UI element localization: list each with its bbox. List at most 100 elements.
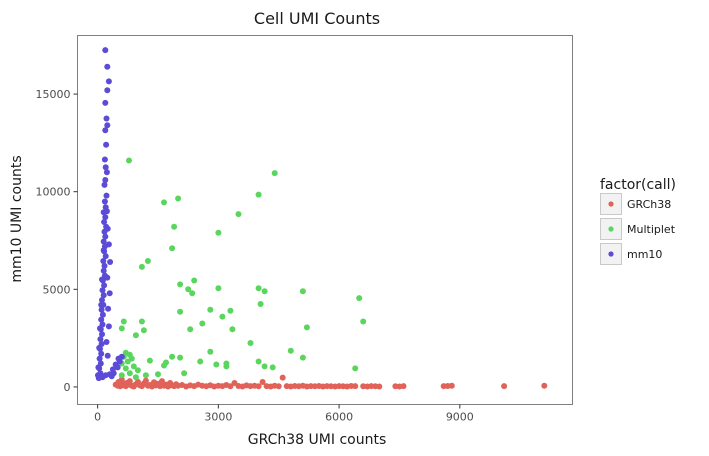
x-tick-label-0: 0 [94,411,101,424]
point-grch38-47 [227,383,234,390]
point-mm10-6 [104,122,111,129]
point-mm10-79 [108,373,115,380]
point-multiplet-55 [124,358,131,365]
point-multiplet-33 [303,324,310,331]
point-multiplet-48 [146,357,153,364]
x-tick-label-3: 9000 [446,411,474,424]
point-multiplet-7 [215,229,222,236]
legend: factor(call) GRCh38 Multiplet mm10 [600,177,676,265]
point-mm10-2 [105,78,112,85]
point-multiplet-59 [134,367,141,374]
point-multiplet-58 [122,365,129,372]
point-multiplet-9 [144,258,151,264]
point-mm10-29 [100,267,107,274]
point-multiplet-57 [130,363,137,370]
point-mm10-68 [107,259,114,265]
point-multiplet-14 [215,285,222,292]
point-mm10-78 [95,372,101,379]
point-mm10-76 [96,344,103,351]
point-grch38-4 [118,376,125,383]
legend-marker-multiplet [608,226,614,232]
point-multiplet-16 [261,288,268,295]
plot-panel [77,35,573,405]
y-tick-label-2: 10000 [36,186,71,199]
point-mm10-64 [105,323,112,330]
point-grch38-10 [126,378,133,385]
x-tick-label-2: 6000 [325,411,353,424]
x-axis-title: GRCh38 UMI counts [248,432,387,448]
point-multiplet-6 [171,223,178,230]
point-multiplet-17 [299,288,306,295]
point-mm10-63 [103,339,110,345]
point-mm10-42 [99,331,105,338]
point-multiplet-63 [142,372,149,379]
point-multiplet-35 [247,340,254,346]
point-mm10-72 [100,247,107,254]
point-mm10-4 [102,99,109,106]
point-multiplet-20 [257,301,264,307]
point-mm10-7 [102,127,109,134]
point-multiplet-64 [155,371,161,378]
point-mm10-33 [99,287,106,294]
point-multiplet-28 [199,320,206,327]
legend-label-mm10: mm10 [627,248,662,261]
point-mm10-73 [99,276,105,283]
point-mm10-28 [101,262,108,269]
point-mm10-26 [102,253,109,260]
point-grch38-59 [275,383,282,390]
x-tick-label-1: 3000 [204,411,232,424]
x-axis: 0 3000 6000 9000 [94,404,474,424]
point-multiplet-46 [223,363,230,370]
point-grch38-55 [259,379,266,385]
point-multiplet-29 [118,325,125,332]
point-multiplet-19 [356,295,363,302]
point-multiplet-23 [227,307,234,314]
point-mm10-13 [101,181,108,188]
point-multiplet-50 [161,362,167,369]
point-grch38-60 [279,374,286,381]
point-multiplet-11 [191,277,198,284]
point-multiplet-47 [213,361,220,368]
point-mm10-61 [109,366,116,373]
point-multiplet-27 [138,318,145,325]
point-multiplet-13 [185,286,192,293]
point-multiplet-4 [161,199,167,206]
point-mm10-37 [98,306,105,313]
point-grch38-83 [376,383,383,390]
point-mm10-1 [104,63,111,70]
point-multiplet-61 [118,372,125,379]
legend-marker-grch38 [608,201,614,207]
point-multiplet-62 [132,374,139,381]
point-mm10-77 [95,364,102,371]
point-mm10-18 [102,214,109,221]
point-mm10-43 [97,336,104,343]
point-multiplet-37 [207,348,214,355]
point-mm10-27 [100,258,107,264]
point-grch38-26 [159,378,165,385]
point-multiplet-40 [177,354,184,361]
point-mm10-23 [100,238,107,245]
point-grch38-78 [352,383,359,390]
point-grch38-89 [448,382,455,389]
point-mm10-34 [100,292,107,299]
point-mm10-8 [103,141,110,148]
point-multiplet-24 [219,313,226,320]
point-mm10-15 [101,198,108,205]
point-multiplet-32 [229,326,236,333]
point-mm10-3 [104,87,111,94]
point-multiplet-26 [120,318,127,325]
point-mm10-69 [105,241,112,248]
point-mm10-14 [103,192,110,199]
point-mm10-62 [104,352,111,359]
point-multiplet-42 [197,358,204,365]
point-multiplet-38 [299,354,306,361]
legend-marker-mm10 [608,251,614,257]
point-mm10-46 [98,350,105,357]
point-mm10-75 [97,325,103,332]
point-mm10-9 [101,156,108,163]
point-multiplet-34 [132,332,139,339]
point-multiplet-2 [255,191,262,198]
data-points [95,47,548,390]
legend-title: factor(call) [600,177,676,193]
point-multiplet-22 [207,306,214,313]
